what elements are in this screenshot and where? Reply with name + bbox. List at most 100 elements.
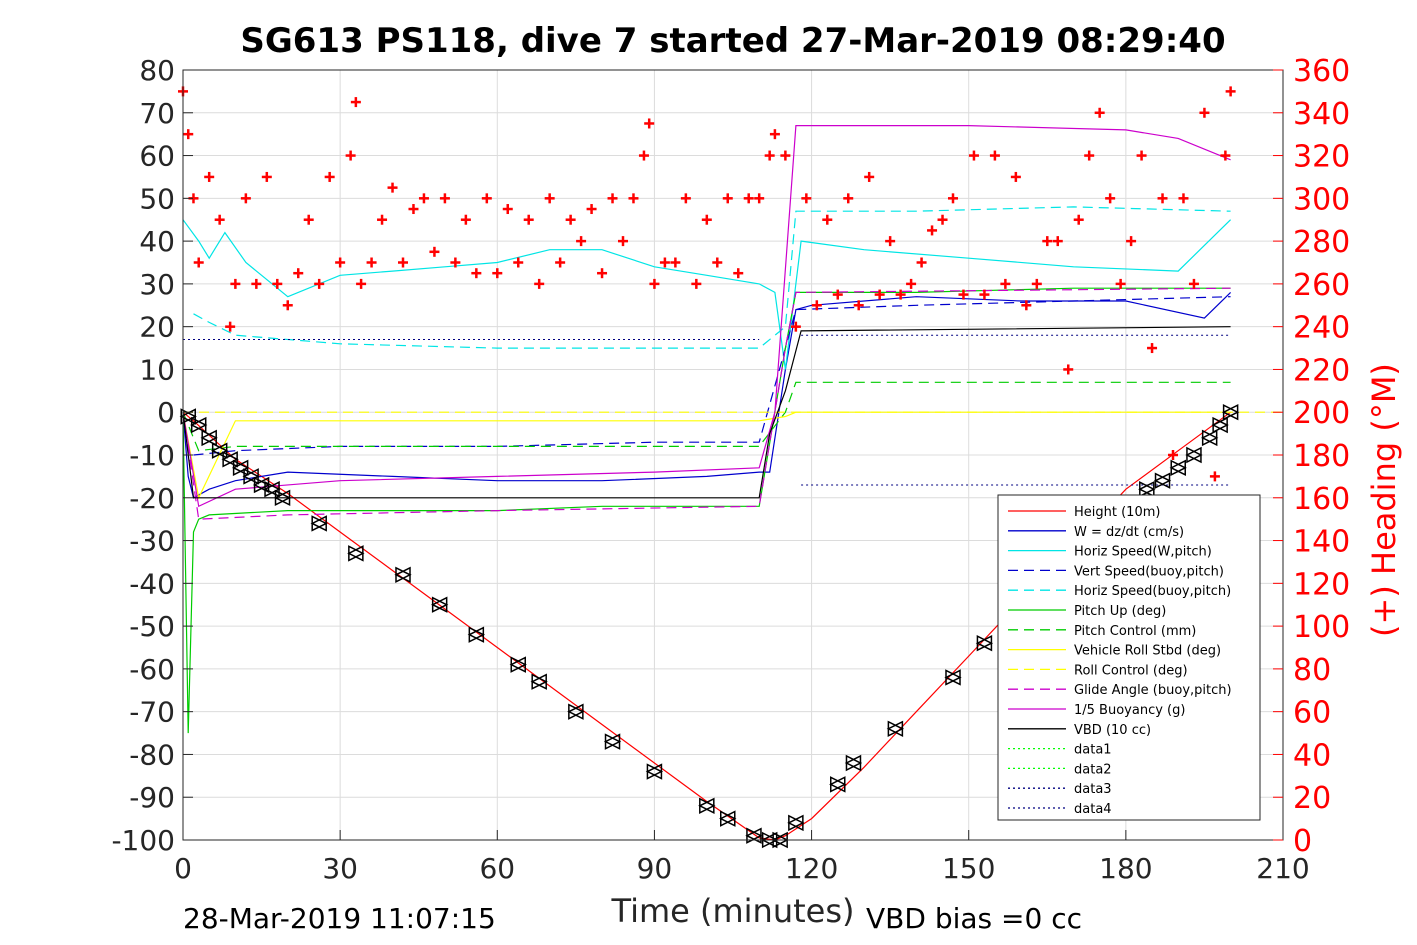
y-tick-label: 50	[139, 182, 175, 215]
heading-point	[1188, 278, 1199, 289]
heading-point	[979, 289, 990, 300]
right-y-tick-label: 300	[1293, 182, 1350, 217]
legend-label: Height (10m)	[1074, 505, 1160, 520]
heading-point	[586, 204, 597, 215]
heading-point	[597, 268, 608, 279]
x-axis-label: Time (minutes)	[611, 892, 855, 930]
heading-point	[743, 193, 754, 204]
y-tick-label: -50	[129, 610, 175, 643]
heading-point	[722, 193, 733, 204]
series-line-pitch-control-mm	[182, 381, 1231, 452]
heading-point	[450, 257, 461, 268]
legend-label: W = dz/dt (cm/s)	[1074, 525, 1184, 540]
heading-point	[1031, 278, 1042, 289]
heading-point	[398, 257, 408, 268]
depth-marker-left	[310, 515, 327, 532]
depth-marker-left	[190, 416, 207, 434]
legend-label: data1	[1074, 743, 1112, 758]
heading-point	[916, 257, 927, 268]
heading-point	[366, 257, 377, 268]
depth-marker-left	[567, 703, 584, 720]
heading-point	[324, 171, 335, 182]
heading-point	[801, 193, 812, 204]
heading-point	[1199, 107, 1210, 118]
right-y-axis-label: (+) Heading (°M)	[1365, 363, 1403, 637]
y-tick-label: -30	[129, 525, 175, 558]
heading-point	[460, 214, 471, 225]
heading-point	[822, 214, 833, 225]
legend-label: Vert Speed(buoy,pitch)	[1074, 564, 1224, 579]
heading-point	[513, 257, 524, 268]
x-tick-label: 30	[322, 852, 358, 885]
heading-point	[377, 214, 388, 225]
series-line-vehicle-roll-stbd-deg	[182, 411, 1231, 500]
depth-marker-left	[200, 429, 217, 447]
x-tick-label: 90	[637, 852, 673, 885]
heading-point	[764, 150, 775, 161]
y-tick-label: -100	[111, 824, 175, 857]
y-tick-label: -40	[129, 567, 175, 600]
depth-marker-left	[530, 673, 547, 690]
y-tick-label: 30	[139, 268, 175, 301]
right-y-tick-label: 220	[1293, 353, 1350, 388]
heading-point	[958, 289, 969, 300]
heading-point	[680, 193, 691, 204]
series-line-horiz-speed-buoy-pitch	[193, 206, 1231, 349]
depth-marker-left	[698, 797, 715, 814]
depth-marker-left	[273, 489, 291, 506]
legend-label: Roll Control (deg)	[1074, 663, 1188, 678]
heading-point	[864, 171, 875, 182]
depth-marker-left	[394, 566, 411, 583]
heading-point	[502, 204, 513, 215]
legend: Height (10m) W = dz/dt (cm/s) Horiz Speed(…	[997, 494, 1261, 821]
heading-point	[1094, 107, 1105, 118]
heading-point	[733, 268, 744, 279]
depth-marker-left	[231, 459, 249, 477]
heading-point	[183, 129, 194, 140]
plot-area	[178, 86, 1283, 849]
depth-marker-left	[252, 476, 270, 494]
heading-point	[1168, 450, 1178, 460]
x-tick-label: 0	[174, 852, 192, 885]
heading-point	[670, 257, 681, 268]
heading-point	[811, 300, 822, 311]
legend-label: Horiz Speed(buoy,pitch)	[1074, 584, 1231, 599]
depth-marker-left	[210, 442, 228, 459]
heading-point	[659, 257, 670, 268]
heading-point	[989, 150, 1000, 161]
y-tick-label: -10	[129, 439, 175, 472]
right-y-tick-label: 340	[1293, 97, 1350, 132]
x-tick-label: 150	[942, 852, 995, 885]
heading-point	[534, 278, 545, 289]
heading-point	[1052, 236, 1063, 247]
heading-point	[607, 193, 618, 204]
vbd-bias-footer: VBD bias =0 cc	[866, 902, 1082, 935]
heading-point	[1220, 150, 1231, 161]
depth-marker-left	[886, 720, 904, 737]
y-tick-label: -70	[129, 696, 175, 729]
heading-point	[1042, 236, 1053, 247]
heading-point	[350, 97, 361, 108]
heading-point	[345, 150, 356, 161]
depth-marker-left	[645, 763, 663, 780]
heading-point	[523, 214, 534, 225]
legend-label: 1/5 Buoyancy (g)	[1074, 703, 1185, 718]
x-tick-label: 120	[785, 852, 838, 885]
heading-point	[628, 193, 639, 204]
heading-point	[204, 171, 215, 182]
depth-marker-left	[347, 545, 364, 562]
heading-point	[293, 268, 304, 279]
heading-point	[927, 225, 938, 236]
heading-point	[230, 278, 241, 289]
heading-point	[356, 278, 367, 289]
tick-marks: 0 30 60 90 120 150 180 21080706050403020100-10-…	[111, 54, 1350, 885]
heading-point	[439, 193, 450, 204]
series-line-horiz-speed-w-pitch	[182, 219, 1232, 370]
heading-point	[712, 257, 723, 268]
heading-point	[335, 257, 346, 268]
x-tick-label: 210	[1256, 852, 1309, 885]
heading-point	[418, 193, 429, 204]
right-y-tick-label: 0	[1293, 824, 1312, 859]
depth-marker-left	[221, 451, 238, 468]
right-y-tick-label: 200	[1293, 396, 1350, 431]
